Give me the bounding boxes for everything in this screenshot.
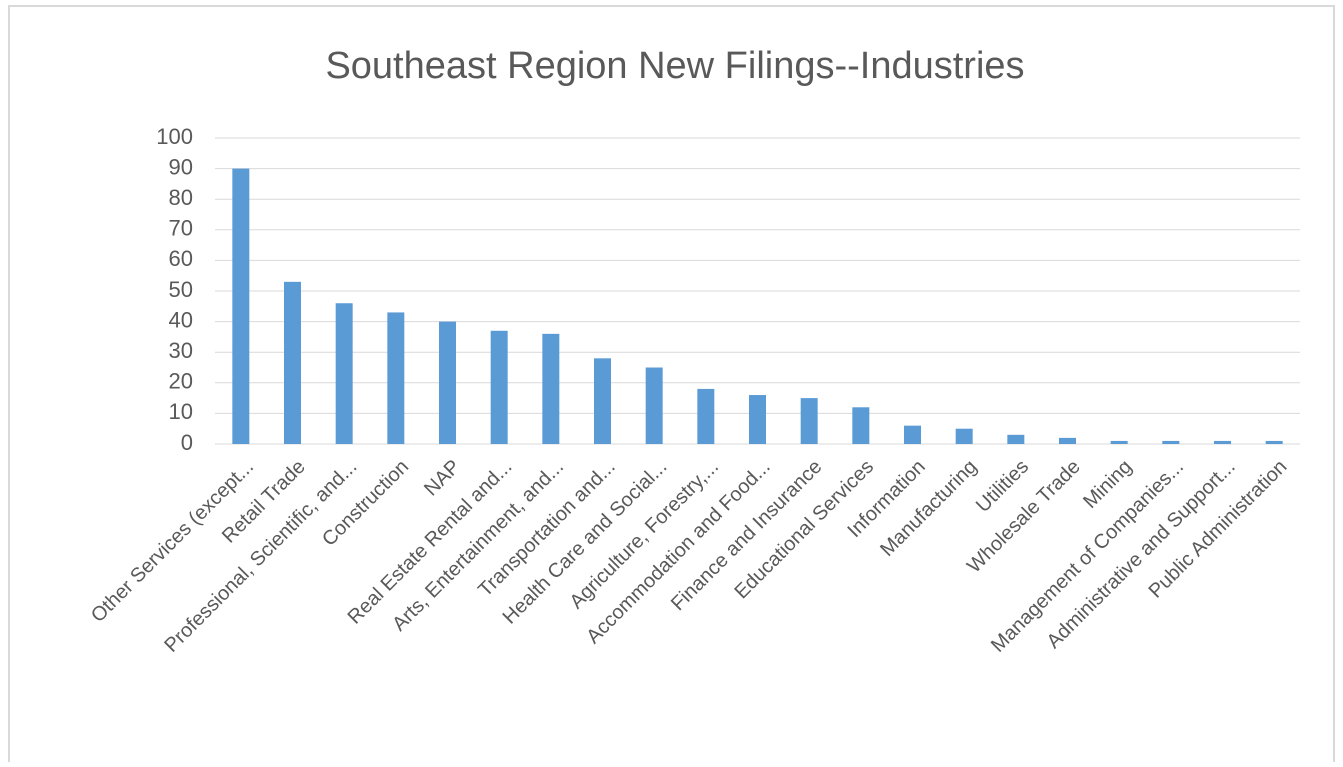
y-tick-label: 40 bbox=[169, 307, 193, 332]
y-tick-label: 20 bbox=[169, 369, 193, 394]
y-tick-label: 70 bbox=[169, 216, 193, 241]
bar bbox=[1214, 440, 1231, 444]
y-tick-label: 10 bbox=[169, 399, 193, 424]
bar bbox=[1265, 440, 1283, 444]
bar bbox=[955, 428, 973, 444]
bar bbox=[1162, 440, 1180, 444]
bar bbox=[1007, 434, 1025, 444]
bar bbox=[1110, 440, 1128, 444]
y-tick-label: 50 bbox=[169, 277, 193, 302]
bar bbox=[594, 358, 611, 444]
bar bbox=[1059, 437, 1076, 444]
chart-frame bbox=[8, 5, 1335, 767]
chart-title: Southeast Region New Filings--Industries bbox=[325, 45, 1024, 87]
bar bbox=[439, 321, 456, 444]
bar bbox=[284, 281, 301, 444]
bar bbox=[904, 425, 921, 444]
y-tick-label: 0 bbox=[181, 430, 193, 455]
bar bbox=[490, 330, 508, 444]
y-tick-label: 60 bbox=[169, 246, 193, 271]
bar bbox=[232, 168, 250, 444]
y-tick-label: 100 bbox=[156, 124, 193, 149]
bar bbox=[749, 395, 766, 444]
bar bbox=[387, 312, 405, 444]
bar bbox=[697, 388, 715, 444]
y-tick-label: 90 bbox=[169, 154, 193, 179]
y-tick-label: 80 bbox=[169, 185, 193, 210]
bar bbox=[645, 367, 663, 444]
bar bbox=[542, 333, 560, 444]
bar bbox=[335, 303, 353, 444]
bar bbox=[800, 398, 818, 444]
bar bbox=[852, 407, 870, 444]
y-tick-label: 30 bbox=[169, 338, 193, 363]
